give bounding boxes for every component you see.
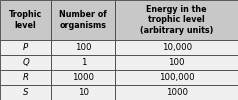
Text: 10,000: 10,000 bbox=[162, 43, 192, 52]
Bar bbox=[51, 70, 115, 85]
Bar bbox=[0, 70, 51, 85]
Text: Energy in the
trophic level
(arbitrary units): Energy in the trophic level (arbitrary u… bbox=[140, 5, 213, 35]
Text: Q: Q bbox=[22, 58, 29, 67]
Text: Number of
organisms: Number of organisms bbox=[60, 10, 107, 30]
Text: 1: 1 bbox=[80, 58, 86, 67]
Bar bbox=[0, 55, 51, 70]
Bar bbox=[51, 40, 115, 55]
Bar bbox=[115, 70, 238, 85]
Bar bbox=[51, 0, 115, 40]
Bar bbox=[0, 85, 51, 100]
Text: P: P bbox=[23, 43, 28, 52]
Bar bbox=[115, 55, 238, 70]
Text: 100: 100 bbox=[75, 43, 92, 52]
Bar bbox=[115, 40, 238, 55]
Bar bbox=[51, 85, 115, 100]
Text: 1000: 1000 bbox=[72, 73, 94, 82]
Bar bbox=[0, 0, 51, 40]
Text: 100,000: 100,000 bbox=[159, 73, 194, 82]
Bar bbox=[0, 40, 51, 55]
Text: 100: 100 bbox=[169, 58, 185, 67]
Text: S: S bbox=[23, 88, 28, 97]
Text: 1000: 1000 bbox=[166, 88, 188, 97]
Bar bbox=[51, 55, 115, 70]
Bar bbox=[115, 85, 238, 100]
Text: R: R bbox=[23, 73, 29, 82]
Text: 10: 10 bbox=[78, 88, 89, 97]
Bar bbox=[115, 0, 238, 40]
Text: Trophic
level: Trophic level bbox=[9, 10, 42, 30]
